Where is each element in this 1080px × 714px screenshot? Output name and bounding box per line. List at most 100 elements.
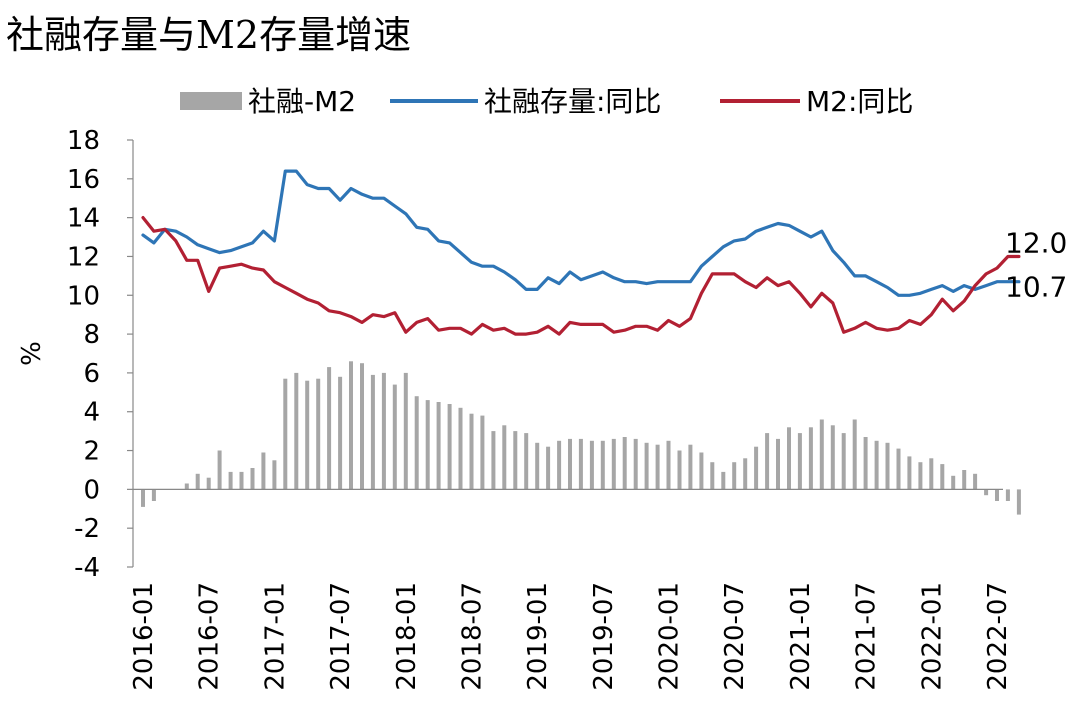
bar-2021-11 [907, 456, 912, 490]
bar-2018-10 [502, 425, 507, 490]
bar-2020-01 [666, 440, 671, 490]
bar-2019-06 [589, 440, 594, 490]
bar-2017-07 [338, 376, 343, 490]
chart-title: 社融存量与M2存量增速 [6, 13, 412, 57]
bar-2017-11 [381, 372, 386, 490]
bar-2021-02 [808, 427, 813, 490]
bar-2022-06 [984, 489, 989, 496]
bar-2022-03 [951, 475, 956, 490]
x-tick-label-2022-01: 2022-01 [917, 582, 947, 691]
bar-2017-04 [305, 380, 310, 490]
bar-2021-12 [918, 462, 923, 490]
bar-2018-12 [524, 433, 529, 490]
bar-2020-08 [743, 458, 748, 490]
bar-2020-03 [688, 444, 693, 490]
bar-2018-04 [436, 402, 441, 490]
x-tick-label-2016-01: 2016-01 [129, 582, 159, 691]
bar-2021-03 [819, 419, 824, 490]
bar-2021-05 [841, 433, 846, 490]
x-tick-label-2019-01: 2019-01 [523, 582, 553, 691]
x-tick-label-2016-07: 2016-07 [195, 582, 225, 691]
bar-2016-05 [184, 483, 189, 490]
bar-2016-07 [206, 477, 211, 490]
bar-2020-11 [776, 438, 780, 490]
bar-2020-02 [677, 450, 682, 490]
bar-2019-07 [600, 440, 605, 490]
bar-2016-06 [195, 473, 200, 490]
bar-2016-08 [217, 450, 222, 490]
bar-2018-07 [469, 413, 474, 490]
x-tick-label-2017-01: 2017-01 [260, 582, 290, 691]
bar-2019-09 [622, 437, 627, 490]
bar-2016-02 [151, 489, 156, 501]
x-tick-label-2020-07: 2020-07 [720, 582, 750, 691]
y-tick-label-14: 14 [67, 204, 100, 234]
bar-2018-09 [491, 431, 496, 490]
bar-2020-09 [754, 446, 759, 490]
x-tick-label-2020-01: 2020-01 [655, 582, 685, 691]
bar-2019-02 [546, 446, 551, 490]
y-tick-label--2: -2 [74, 514, 100, 544]
bar-2017-03 [294, 372, 299, 490]
bar-2019-11 [644, 442, 649, 490]
bar-2022-02 [940, 464, 945, 490]
legend-label-m2: M2:同比 [806, 85, 913, 118]
bar-2018-01 [403, 372, 408, 490]
x-tick-label-2021-07: 2021-07 [852, 582, 882, 691]
bar-2016-10 [239, 471, 244, 490]
bar-2021-08 [874, 440, 879, 490]
x-tick-label-2019-07: 2019-07 [589, 582, 619, 691]
bar-2022-05 [973, 473, 978, 490]
bar-2021-01 [797, 433, 802, 490]
bar-2021-10 [896, 448, 901, 490]
bar-undefined [1005, 489, 1010, 501]
bar-2017-12 [392, 384, 397, 490]
bar-2017-06 [327, 367, 332, 490]
series-line-m2 [141, 216, 1021, 336]
bar-2019-08 [611, 438, 616, 490]
y-tick-label-8: 8 [83, 320, 100, 350]
y-tick-label-2: 2 [83, 437, 100, 467]
bar-2017-10 [370, 374, 375, 490]
bar-2020-07 [732, 462, 737, 490]
bar-2019-12 [655, 444, 660, 490]
y-tick-label-12: 12 [67, 242, 100, 272]
y-tick-label-0: 0 [83, 475, 100, 505]
bar-2020-10 [765, 433, 770, 490]
x-tick-label-2021-01: 2021-01 [786, 582, 816, 691]
bar-2020-06 [721, 471, 726, 490]
bar-2017-01 [272, 460, 277, 490]
bar-2021-06 [852, 419, 857, 490]
y-tick-label-10: 10 [67, 281, 100, 311]
y-tick-label-4: 4 [83, 398, 100, 428]
bar-2019-10 [633, 438, 638, 490]
y-tick-label-6: 6 [83, 359, 100, 389]
x-tick-label-2018-07: 2018-07 [458, 582, 488, 691]
bar-2020-12 [787, 427, 791, 490]
legend-label-shrong: 社融存量:同比 [484, 85, 661, 118]
bar-2019-05 [578, 438, 583, 490]
annotation-12.0: 12.0 [1005, 226, 1067, 259]
series-line-shrong [141, 169, 1021, 297]
bar-2020-04 [699, 452, 704, 490]
bar-2018-06 [458, 407, 463, 490]
bar-2016-01 [141, 489, 145, 507]
bar-2022-07 [995, 489, 999, 501]
bar-2018-08 [480, 415, 485, 490]
bar-2022-04 [962, 470, 967, 490]
bar-2021-07 [863, 437, 868, 490]
bar-2018-11 [513, 431, 518, 490]
x-tick-label-2022-07: 2022-07 [983, 582, 1013, 691]
bar-2021-09 [885, 442, 890, 490]
bar-2017-05 [316, 378, 321, 490]
x-tick-label-2018-01: 2018-01 [392, 582, 422, 691]
y-tick-label-16: 16 [67, 165, 100, 195]
bar-2022-01 [929, 458, 934, 490]
bar-2021-04 [830, 425, 835, 490]
bar-2016-11 [250, 468, 255, 490]
bar-2017-02 [283, 378, 288, 490]
y-axis-label: % [17, 341, 47, 366]
bar-2018-05 [447, 404, 452, 490]
y-tick-label-18: 18 [67, 126, 100, 156]
